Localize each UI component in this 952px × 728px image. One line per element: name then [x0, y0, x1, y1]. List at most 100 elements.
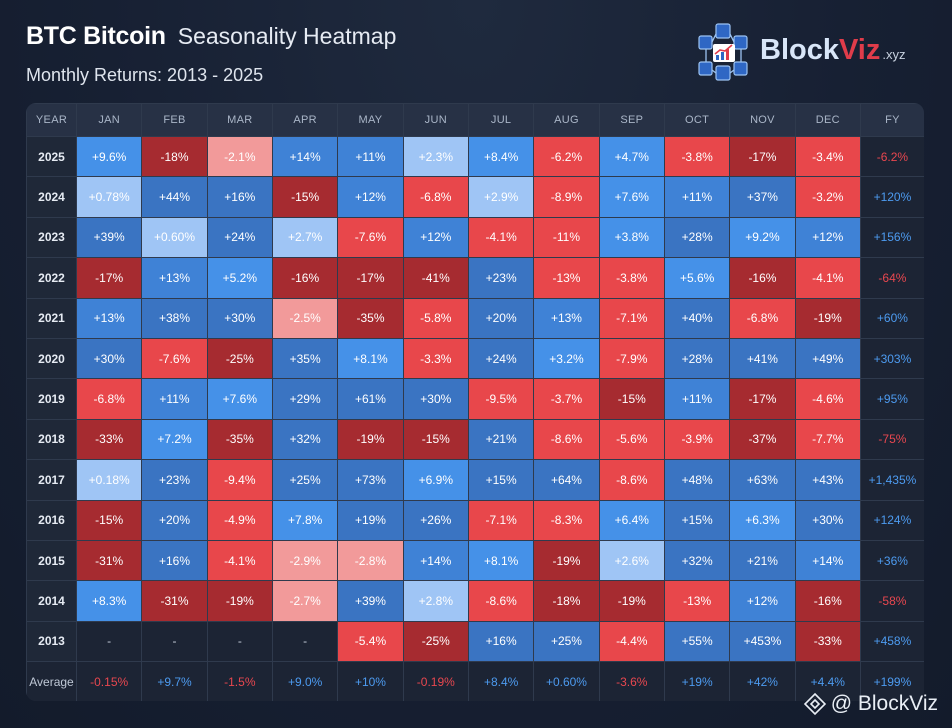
heatmap-cell: +40%: [663, 297, 731, 339]
heatmap-cell: -31%: [75, 539, 143, 582]
heatmap-cell: -11%: [533, 216, 600, 259]
heatmap-cell: -19%: [337, 418, 404, 461]
heatmap-cell: +21%: [729, 539, 796, 582]
heatmap-cell: +13%: [141, 257, 208, 299]
year-row-2016: 2016 -15% +20% -4.9% +7.8% +19% +26% -7.1% -8.3%…: [26, 499, 924, 541]
column-header-year: YEAR: [26, 103, 77, 137]
heatmap-cell: +28%: [663, 337, 731, 380]
year-label: 2017: [26, 459, 77, 501]
heatmap-cell: +8.1%: [337, 337, 404, 380]
heatmap-cell: -6.2%: [533, 135, 600, 178]
asset-ticker: BTC Bitcoin: [26, 22, 166, 50]
chart-heading: Seasonality Heatmap: [177, 23, 397, 49]
brand-name-b: Viz: [838, 34, 881, 66]
heatmap-cell: +8.3%: [75, 580, 143, 622]
watermark-text: @ BlockViz: [830, 691, 938, 715]
column-header-may: MAY: [337, 103, 404, 137]
chart-title: BTC Bitcoin Seasonality Heatmap: [26, 22, 396, 51]
heatmap-cell: -8.6%: [598, 459, 665, 501]
heatmap-cell: +0.60%: [141, 216, 208, 259]
heatmap-cell: -41%: [402, 257, 469, 299]
heatmap-cell: +19%: [337, 499, 404, 541]
heatmap-cell: -31%: [141, 580, 208, 622]
year-label: 2023: [26, 216, 77, 259]
heatmap-cell: -2.8%: [337, 539, 404, 582]
heatmap-cell: -25%: [206, 337, 273, 380]
heatmap-cell: +64%: [533, 459, 600, 501]
year-row-2022: 2022 -17% +13% +5.2% -16% -17% -41% +23% -13% -3.…: [26, 257, 924, 299]
year-label: 2015: [26, 539, 77, 582]
average-cell: +9.0%: [271, 661, 339, 701]
heatmap-cell: -17%: [337, 257, 404, 299]
average-cell: -0.19%: [402, 661, 469, 701]
heatmap-cell: -3.7%: [533, 378, 600, 420]
chart-subtitle: Monthly Returns: 2013 - 2025: [26, 65, 264, 85]
heatmap-cell: -19%: [206, 580, 273, 622]
heatmap-cell: -18%: [141, 135, 208, 178]
heatmap-cell: -7.9%: [598, 337, 665, 380]
heatmap-cell: -: [271, 620, 339, 663]
heatmap-cell: +23%: [141, 459, 208, 501]
heatmap-cell: -6.8%: [75, 378, 143, 420]
heatmap-cell: -8.3%: [533, 499, 600, 541]
fy-return-cell: +303%: [859, 337, 924, 380]
average-cell: +0.60%: [533, 661, 600, 701]
year-label: 2022: [26, 257, 77, 299]
heatmap-cell: +12%: [402, 216, 469, 259]
year-row-2020: 2020 +30% -7.6% -25% +35% +8.1% -3.3% +24% +3.2%…: [26, 337, 924, 380]
heatmap-cell: -8.6%: [533, 418, 600, 461]
heatmap-cell: +30%: [402, 378, 469, 420]
heatmap-cell: +41%: [729, 337, 796, 380]
heatmap-cell: -4.9%: [206, 499, 273, 541]
heatmap-cell: +30%: [75, 337, 143, 380]
heatmap-cell: +2.8%: [402, 580, 469, 622]
heatmap-cell: +7.2%: [141, 418, 208, 461]
heatmap-cell: +29%: [271, 378, 339, 420]
heatmap-cell: -4.4%: [598, 620, 665, 663]
year-row-2023: 2023 +39% +0.60% +24% +2.7% -7.6% +12% -4.1% -11…: [26, 216, 924, 259]
brand-name-a: Block: [760, 34, 839, 66]
heatmap-cell: -3.2%: [794, 176, 861, 218]
heatmap-cell: -: [75, 620, 143, 663]
heatmap-cell: -15%: [75, 499, 143, 541]
heatmap-cell: -6.8%: [729, 297, 796, 339]
average-cell: +9.7%: [141, 661, 208, 701]
heatmap-cell: -3.8%: [663, 135, 731, 178]
heatmap-cell: +21%: [467, 418, 535, 461]
heatmap-cell: +61%: [337, 378, 404, 420]
heatmap-cell: +2.7%: [271, 216, 339, 259]
heatmap-cell: -13%: [663, 580, 731, 622]
heatmap-cell: +38%: [141, 297, 208, 339]
average-cell: +4.4%: [794, 661, 861, 701]
fy-return-cell: +36%: [859, 539, 924, 582]
fy-return-cell: -75%: [859, 418, 924, 461]
heatmap-cell: +39%: [75, 216, 143, 259]
year-label: 2024: [26, 176, 77, 218]
heatmap-cell: -3.8%: [598, 257, 665, 299]
fy-return-cell: +120%: [859, 176, 924, 218]
year-label: 2014: [26, 580, 77, 622]
heatmap-cell: +43%: [794, 459, 861, 501]
heatmap-cell: +0.78%: [75, 176, 143, 218]
heatmap-cell: +32%: [663, 539, 731, 582]
heatmap-cell: -5.6%: [598, 418, 665, 461]
heatmap-cell: +12%: [729, 580, 796, 622]
heatmap-cell: +9.2%: [729, 216, 796, 259]
average-row: Average -0.15% +9.7% -1.5% +9.0% +10% -0.19% +8…: [26, 661, 924, 701]
heatmap-cell: +2.6%: [598, 539, 665, 582]
seasonality-heatmap: YEAR JAN FEB MAR APR MAY JUN JUL AUG SEP OCT NOV DEC…: [26, 103, 924, 701]
heatmap-cell: -13%: [533, 257, 600, 299]
heatmap-cell: +48%: [663, 459, 731, 501]
heatmap-cell: -2.7%: [271, 580, 339, 622]
heatmap-cell: +24%: [206, 216, 273, 259]
column-header-oct: OCT: [663, 103, 731, 137]
column-header-sep: SEP: [598, 103, 665, 137]
heatmap-cell: -18%: [533, 580, 600, 622]
column-header-nov: NOV: [729, 103, 796, 137]
heatmap-cell: +30%: [206, 297, 273, 339]
heatmap-cell: +15%: [467, 459, 535, 501]
heatmap-cell: +35%: [271, 337, 339, 380]
heatmap-cell: -15%: [598, 378, 665, 420]
heatmap-cell: +453%: [729, 620, 796, 663]
heatmap-cell: -16%: [729, 257, 796, 299]
